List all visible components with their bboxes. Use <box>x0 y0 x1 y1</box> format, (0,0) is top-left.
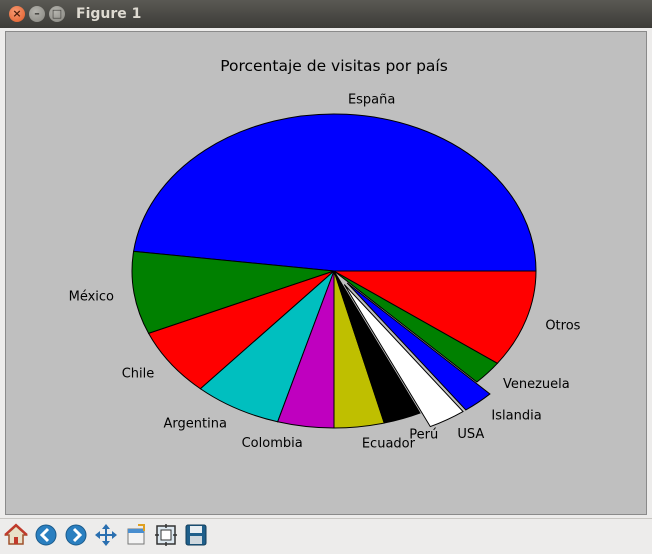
title-bar: × – □ Figure 1 <box>0 0 652 28</box>
slice-label-chile: Chile <box>122 367 155 382</box>
pie-slice-otros <box>332 270 537 364</box>
pie-slice-perú <box>333 270 421 424</box>
home-button[interactable] <box>4 523 30 549</box>
slice-label-argentina: Argentina <box>164 416 227 431</box>
arrow-right-icon <box>65 524 87 546</box>
arrow-left-icon <box>35 524 57 546</box>
zoom-button[interactable] <box>124 523 150 549</box>
pie-slice-méxico <box>131 250 335 334</box>
subplots-button[interactable] <box>154 523 180 549</box>
slice-label-venezuela: Venezuela <box>503 377 570 392</box>
pie-slice-usa <box>343 284 464 428</box>
slice-label-perú: Perú <box>409 427 438 442</box>
pie-chart: Porcentaje de visitas por país España Méx… <box>69 57 581 451</box>
subplots-icon <box>155 524 177 546</box>
pie-slice-islandia <box>346 282 491 411</box>
move-icon <box>95 524 117 546</box>
save-icon <box>185 524 207 546</box>
slice-label-otros: Otros <box>545 318 580 333</box>
navigation-toolbar <box>0 518 652 554</box>
save-button[interactable] <box>184 523 210 549</box>
window-title: Figure 1 <box>76 6 142 22</box>
close-window-button[interactable]: × <box>9 6 25 22</box>
slice-label-islandia: Islandia <box>491 408 541 423</box>
slice-label-usa: USA <box>457 427 484 442</box>
pan-button[interactable] <box>94 523 120 549</box>
chart-title: Porcentaje de visitas por país <box>220 57 448 75</box>
back-button[interactable] <box>34 523 60 549</box>
home-icon <box>4 523 28 545</box>
pie-slice-españa <box>133 113 537 272</box>
forward-button[interactable] <box>64 523 90 549</box>
minimize-window-button[interactable]: – <box>29 6 45 22</box>
maximize-window-button[interactable]: □ <box>49 6 65 22</box>
slice-label-españa: España <box>348 93 395 108</box>
slice-label-ecuador: Ecuador <box>362 436 416 451</box>
slice-label-colombia: Colombia <box>242 436 303 451</box>
slice-label-méxico: México <box>69 289 114 304</box>
zoom-rect-icon <box>127 524 145 545</box>
